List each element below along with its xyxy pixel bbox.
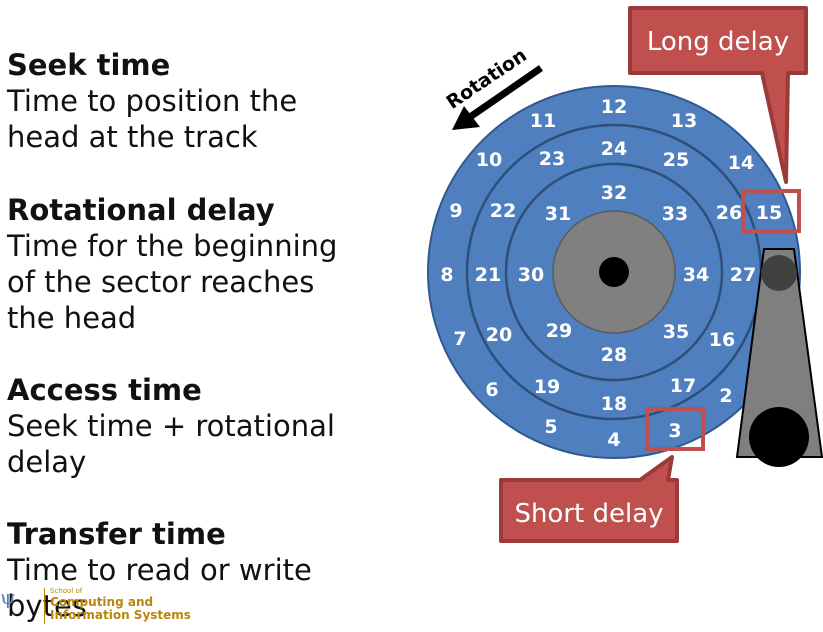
- sector-label: 21: [475, 264, 501, 286]
- sector-label: 19: [534, 376, 560, 398]
- sector-label: 9: [449, 200, 462, 222]
- sector-label: 34: [683, 264, 709, 286]
- definition-term: Transfer time: [7, 517, 226, 551]
- definition-desc-line: of the sector reaches: [7, 265, 315, 299]
- logo-name-line: Computing and: [50, 595, 154, 609]
- sector-label: 17: [670, 375, 696, 397]
- definition-seek-time: Seek time Time to position the head at t…: [7, 47, 367, 155]
- sector-label: 18: [601, 393, 627, 415]
- sector-label: 5: [544, 416, 557, 438]
- definition-transfer-time: Transfer time Time to read or write byte…: [7, 516, 367, 624]
- definition-desc-line: the head: [7, 301, 137, 335]
- sector-label: 14: [728, 152, 754, 174]
- logo-school-line: School of: [50, 587, 83, 595]
- sector-label: 7: [453, 328, 466, 350]
- rotation-arrow-shaft: [468, 65, 543, 120]
- read-write-head: [761, 255, 797, 291]
- sector-label: 11: [530, 110, 556, 132]
- short-delay-label: Short delay: [514, 499, 663, 529]
- sector-label: 6: [485, 379, 498, 401]
- definition-desc-line: head at the track: [7, 120, 258, 154]
- definition-desc-line: Seek time + rotational: [7, 409, 335, 443]
- long-delay-label: Long delay: [647, 27, 789, 57]
- sector-label: 28: [601, 344, 627, 366]
- definition-rotational-delay: Rotational delay Time for the beginning …: [7, 192, 367, 336]
- sector-label: 30: [518, 264, 544, 286]
- sector-label: 27: [730, 264, 756, 286]
- sector-label: 32: [601, 182, 627, 204]
- sector-15-highlight: [741, 189, 801, 233]
- definition-desc-line: bytes: [7, 589, 87, 623]
- definition-access-time: Access time Seek time + rotational delay: [7, 372, 367, 480]
- sector-3-highlight: [645, 407, 705, 451]
- definition-term: Rotational delay: [7, 193, 275, 227]
- sector-label: 31: [545, 203, 571, 225]
- sector-label: 23: [539, 148, 565, 170]
- sector-label: 15: [756, 202, 782, 224]
- long-delay-callout: [628, 6, 808, 184]
- sector-label: 22: [490, 200, 516, 222]
- logo-name: Computing and Information Systems: [50, 596, 191, 622]
- logo-name-line: Information Systems: [50, 608, 191, 622]
- sector-label: 26: [716, 202, 742, 224]
- sector-label: 13: [671, 110, 697, 132]
- arm-pivot: [749, 407, 809, 467]
- definition-term: Access time: [7, 373, 202, 407]
- spindle-hole: [599, 257, 629, 287]
- definition-desc-line: delay: [7, 445, 87, 479]
- read-write-arm: [735, 248, 823, 458]
- sector-label: 20: [486, 324, 512, 346]
- sector-label: 16: [709, 329, 735, 351]
- sector-label: 10: [476, 149, 502, 171]
- definition-desc-line: Time to position the: [7, 84, 298, 118]
- sector-label: 25: [663, 149, 689, 171]
- definition-term: Seek time: [7, 48, 171, 82]
- logo-divider: [44, 588, 45, 624]
- rotation-arrow-icon: [452, 106, 480, 130]
- sector-label: 33: [662, 203, 688, 225]
- sector-label: 2: [719, 385, 732, 407]
- sector-label: 29: [546, 320, 572, 342]
- definition-desc-line: Time to read or write: [7, 553, 312, 587]
- sector-label: 3: [668, 420, 681, 442]
- sector-label: 24: [601, 138, 627, 160]
- definition-desc-line: Time for the beginning: [7, 229, 338, 263]
- university-logo-icon: ψ: [0, 585, 16, 609]
- short-delay-callout: [499, 455, 679, 543]
- sector-label: 35: [663, 321, 689, 343]
- sector-label: 12: [601, 96, 627, 118]
- sector-label: 8: [440, 264, 453, 286]
- sector-label: 4: [607, 429, 620, 451]
